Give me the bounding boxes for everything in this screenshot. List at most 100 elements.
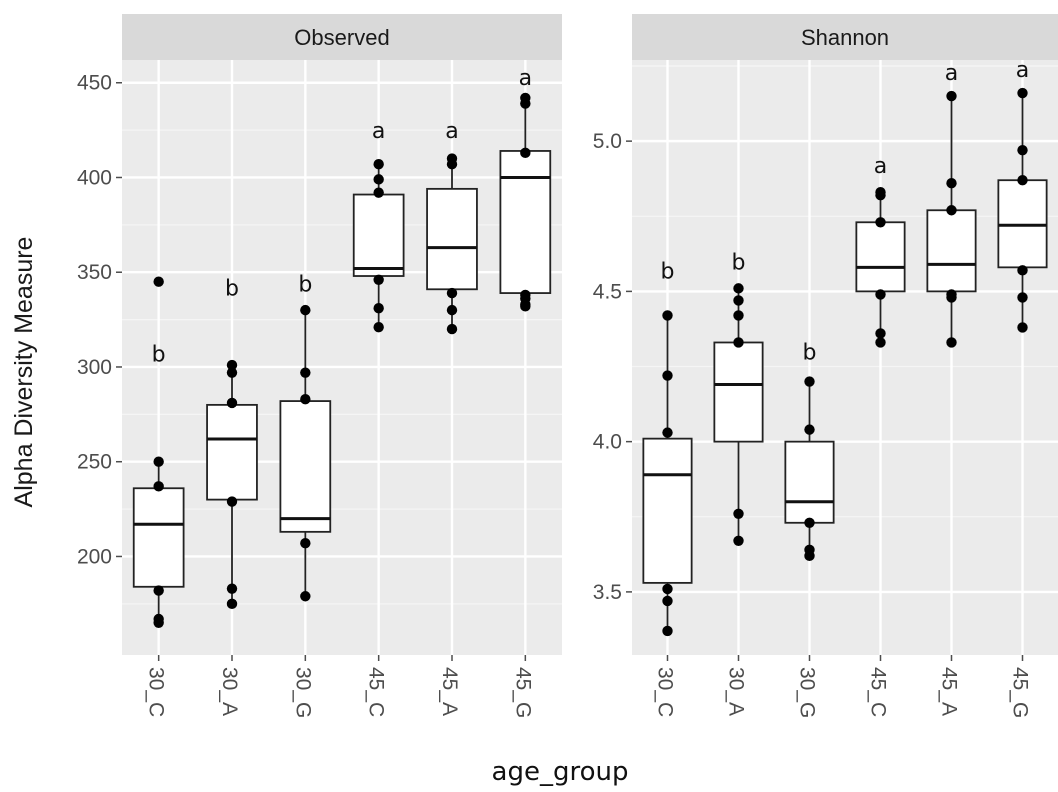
box-45_A: a [926, 61, 977, 348]
data-point [373, 321, 384, 333]
data-point [226, 397, 238, 409]
data-point [520, 301, 531, 312]
data-point [662, 583, 673, 595]
significance-letter: a [519, 66, 532, 91]
data-point [1017, 175, 1028, 186]
data-point [446, 323, 458, 335]
box-30_G: b [279, 273, 332, 602]
data-point [1017, 322, 1028, 333]
data-point [1017, 265, 1028, 276]
significance-letter: a [1016, 58, 1029, 83]
x-tick-label: 30_A [218, 667, 241, 716]
x-tick-label: 45_A [438, 667, 461, 716]
box-rect [279, 400, 332, 533]
data-point [373, 159, 384, 170]
data-point [733, 508, 744, 519]
data-point [804, 550, 815, 562]
data-point [946, 205, 957, 216]
data-point [520, 147, 531, 159]
x-tick-label: 45_C [867, 667, 890, 717]
y-tick-label: 4.0 [593, 431, 622, 454]
data-point [946, 90, 957, 102]
box-30_G: b [784, 340, 835, 562]
data-point [446, 287, 458, 299]
significance-letter: b [803, 340, 817, 365]
data-point [226, 359, 238, 371]
x-tick-label: 45_C [365, 667, 388, 717]
significance-letter: b [298, 273, 312, 298]
box-rect [352, 193, 405, 277]
facet-strip-label: Shannon [801, 25, 889, 50]
box-30_A: b [206, 276, 258, 610]
box-45_G: a [997, 58, 1048, 333]
data-point [946, 292, 957, 303]
y-tick-label: 400 [77, 166, 112, 189]
y-tick-label: 200 [77, 545, 112, 568]
data-point [373, 303, 384, 314]
data-point [373, 274, 384, 286]
box-rect [426, 187, 478, 291]
y-tick-label: 300 [77, 356, 112, 379]
y-tick-label: 450 [77, 72, 112, 95]
data-point [662, 625, 673, 637]
box-45_C: a [855, 154, 906, 348]
x-tick-label: 30_C [654, 667, 677, 717]
facet-strip-label: Observed [294, 25, 389, 50]
data-point [1017, 87, 1028, 99]
x-tick-label: 30_G [796, 667, 819, 718]
significance-letter: b [732, 250, 746, 275]
data-point [804, 517, 815, 528]
panel-observed: Observed 200 250 300 350 400 450 30_C 30_A 30_G 45… [77, 14, 562, 718]
box-30_C: b [642, 259, 693, 637]
x-tick-label: 45_A [938, 667, 961, 716]
data-point [1017, 144, 1028, 156]
significance-letter: b [661, 259, 675, 284]
box-rect [642, 437, 693, 584]
data-point [153, 585, 164, 596]
data-point [300, 367, 311, 378]
data-point [373, 174, 384, 185]
box-rect [855, 221, 906, 293]
data-point [946, 178, 957, 189]
x-tick-label: 30_G [291, 667, 314, 718]
data-point [733, 310, 744, 321]
facet-strip [122, 14, 562, 60]
data-point [153, 456, 164, 467]
y-tick-label: 3.5 [593, 581, 622, 604]
data-point [153, 276, 164, 287]
box-45_C: a [352, 119, 405, 333]
significance-letter: a [372, 119, 385, 144]
box-rect [499, 150, 552, 294]
data-point [226, 598, 238, 610]
y-tick-label: 4.5 [593, 280, 622, 303]
x-tick-label: 45_G [1009, 667, 1032, 718]
facet-strip [632, 14, 1058, 60]
data-point [446, 304, 458, 316]
data-point [662, 370, 673, 381]
y-axis-title: Alpha Diversity Measure [10, 237, 38, 508]
data-point [733, 337, 744, 348]
data-point [153, 617, 164, 628]
y-tick-label: 250 [77, 451, 112, 474]
data-point [946, 337, 957, 348]
data-point [875, 337, 886, 348]
data-point [804, 424, 815, 435]
box-rect [132, 487, 185, 588]
data-point [300, 304, 311, 316]
x-axis-title: age_group [492, 757, 629, 787]
data-point [875, 328, 886, 339]
data-point [300, 393, 311, 405]
box-rect [926, 209, 977, 293]
data-point [226, 496, 238, 507]
box-45_G: a [499, 66, 552, 312]
significance-letter: a [874, 154, 887, 179]
data-point [153, 481, 164, 492]
box-30_A: b [713, 250, 764, 547]
data-point [662, 427, 673, 438]
data-point [875, 289, 886, 300]
data-point [875, 217, 886, 228]
x-tick-label: 30_C [145, 667, 168, 717]
x-tick-label: 45_G [511, 667, 534, 718]
significance-letter: b [225, 276, 239, 301]
